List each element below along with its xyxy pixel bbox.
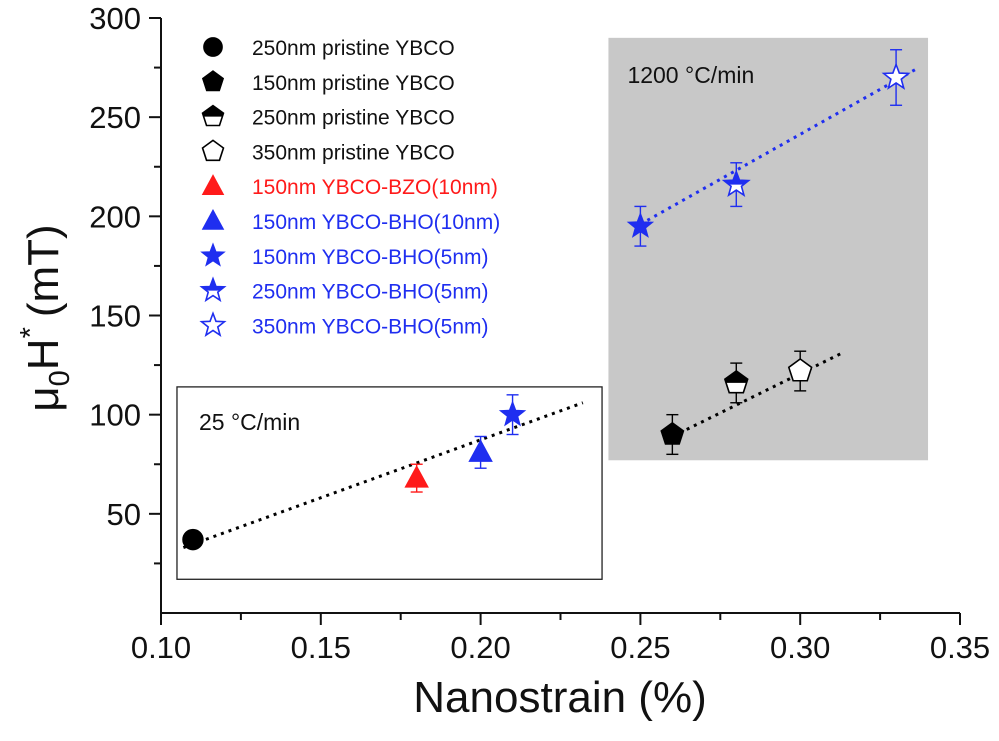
legend-label-3: 350nm pristine YBCO (252, 141, 455, 164)
fit-25-line (182, 401, 584, 549)
y-axis-title-mu: μ (19, 386, 68, 411)
legend-marker-6 (200, 242, 226, 267)
point-250nm-pristine-ybco-pentagon-half (723, 369, 749, 394)
point-150nm-ybco-bho-5nm-star-solid (626, 211, 655, 238)
legend-label-2: 250nm pristine YBCO (252, 107, 455, 130)
y-axis-title-sup: * (15, 327, 47, 338)
point-350nm-ybco-bho-5nm-star-open (881, 62, 911, 90)
y-tick-label: 200 (89, 199, 141, 234)
y-tick-label: 50 (107, 497, 141, 532)
ticks: 0.10 0.15 0.20 0.25 0.30 0.35 50 100 150 200 250 30… (89, 1, 990, 665)
y-tick-label: 100 (89, 398, 141, 433)
legend-marker-2 (201, 104, 225, 127)
legend-label-5: 150nm YBCO-BHO(10nm) (252, 211, 500, 234)
legend: 250nm pristine YBCO 150nm pristine YBCO 25… (199, 37, 500, 338)
legend-label-4: 150nm YBCO-BZO(10nm) (252, 176, 498, 199)
legend-marker-5 (201, 208, 225, 230)
region-25-box (176, 386, 603, 580)
legend-marker-1 (201, 70, 225, 92)
x-tick-label: 0.15 (291, 630, 351, 665)
point-350nm-pristine-ybco-pentagon-open (787, 358, 813, 382)
point-150nm-ybco-bzo-10nm-triangle-solid (404, 465, 429, 488)
fit-lines-layer (182, 68, 916, 549)
regions-layer: 25 °C/min 1200 °C/min (176, 37, 929, 580)
legend-label-8: 350nm YBCO-BHO(5nm) (252, 315, 489, 338)
y-tick-label: 250 (89, 100, 141, 135)
y-axis-title-h: H (19, 338, 68, 370)
x-tick-label: 0.25 (610, 630, 670, 665)
legend-label-7: 250nm YBCO-BHO(5nm) (252, 281, 489, 304)
x-axis-title: Nanostrain (%) (413, 673, 706, 722)
legend-label-6: 150nm YBCO-BHO(5nm) (252, 246, 489, 269)
legend-marker-4 (201, 174, 225, 195)
legend-marker-0 (203, 37, 223, 57)
point-250nm-pristine-ybco-circle-solid (182, 528, 204, 551)
point-250nm-ybco-bho-5nm-star-half (721, 169, 751, 197)
point-150nm-ybco-bho-10nm-triangle-solid (468, 439, 493, 462)
y-axis-title-unit: (mT) (19, 224, 68, 317)
region-1200-label: 1200 °C/min (627, 62, 754, 88)
data-points (182, 49, 911, 551)
y-axis-title: μ0H* (mT) (15, 224, 76, 411)
x-tick-label: 0.10 (131, 630, 191, 665)
legend-label-1: 150nm pristine YBCO (252, 72, 455, 95)
y-tick-label: 150 (89, 299, 141, 334)
y-axis-title-sub: 0 (44, 370, 76, 386)
legend-marker-3 (201, 139, 225, 162)
legend-label-0: 250nm pristine YBCO (252, 37, 455, 60)
y-tick-label: 300 (89, 1, 141, 36)
region-1200-box (608, 37, 929, 461)
legend-marker-8 (199, 311, 227, 337)
x-tick-label: 0.35 (930, 630, 990, 665)
x-tick-label: 0.20 (450, 630, 510, 665)
region-25-label: 25 °C/min (199, 409, 300, 435)
point-150nm-pristine-ybco-pentagon-solid (660, 421, 685, 445)
point-150nm-ybco-bho-5nm-star-solid (498, 400, 527, 427)
x-tick-label: 0.30 (770, 630, 830, 665)
legend-marker-7 (199, 276, 227, 303)
